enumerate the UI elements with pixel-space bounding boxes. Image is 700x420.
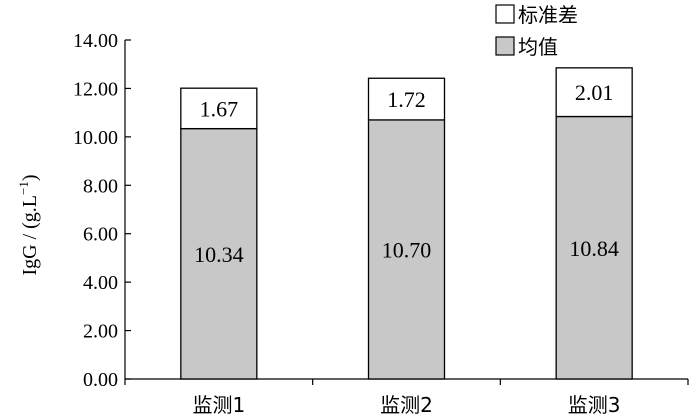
legend-label: 标准差 bbox=[518, 3, 578, 27]
y-tick-label: 14.00 bbox=[73, 30, 118, 52]
y-tick-label: 12.00 bbox=[73, 78, 118, 100]
y-tick-label: 2.00 bbox=[83, 321, 118, 343]
bars: 10.34 1.67 监测1 10.70 1.72 监测2 10.84 2.01 监测3 bbox=[180, 67, 633, 417]
x-tick-label: 监测3 bbox=[568, 393, 621, 417]
x-tick-label: 监测2 bbox=[380, 393, 433, 417]
y-axis-title-superscript: −1 bbox=[16, 181, 31, 195]
axes: 0.00 2.00 4.00 6.00 8.00 10.00 12.00 14.00 bbox=[73, 30, 689, 391]
legend-swatch bbox=[495, 36, 515, 56]
data-label: 2.01 bbox=[575, 80, 614, 105]
y-tick-label: 8.00 bbox=[83, 175, 118, 197]
legend-swatch bbox=[495, 4, 515, 24]
y-tick-label: 6.00 bbox=[83, 224, 118, 246]
y-axis-title-tail: ) bbox=[19, 174, 41, 181]
data-label: 10.70 bbox=[382, 237, 432, 262]
bar-segment bbox=[555, 67, 633, 118]
bar-segment bbox=[180, 87, 258, 130]
y-tick-label: 4.00 bbox=[83, 272, 118, 294]
y-axis-title-main: IgG / (g.L bbox=[19, 195, 41, 276]
y-axis-title: IgG / (g.L−1) bbox=[16, 174, 41, 275]
y-tick-label: 10.00 bbox=[73, 127, 118, 149]
bar-segment bbox=[555, 115, 633, 380]
x-tick-label: 监测1 bbox=[192, 393, 245, 417]
data-label: 10.34 bbox=[194, 242, 244, 267]
data-label: 1.72 bbox=[387, 87, 426, 112]
bar-segment bbox=[367, 119, 446, 380]
legend-label: 均值 bbox=[518, 35, 558, 59]
data-label: 10.84 bbox=[569, 236, 619, 261]
data-label: 1.67 bbox=[200, 96, 239, 121]
bar-segment bbox=[180, 127, 258, 380]
bar-segment bbox=[367, 77, 446, 121]
y-tick-label: 0.00 bbox=[83, 369, 118, 391]
